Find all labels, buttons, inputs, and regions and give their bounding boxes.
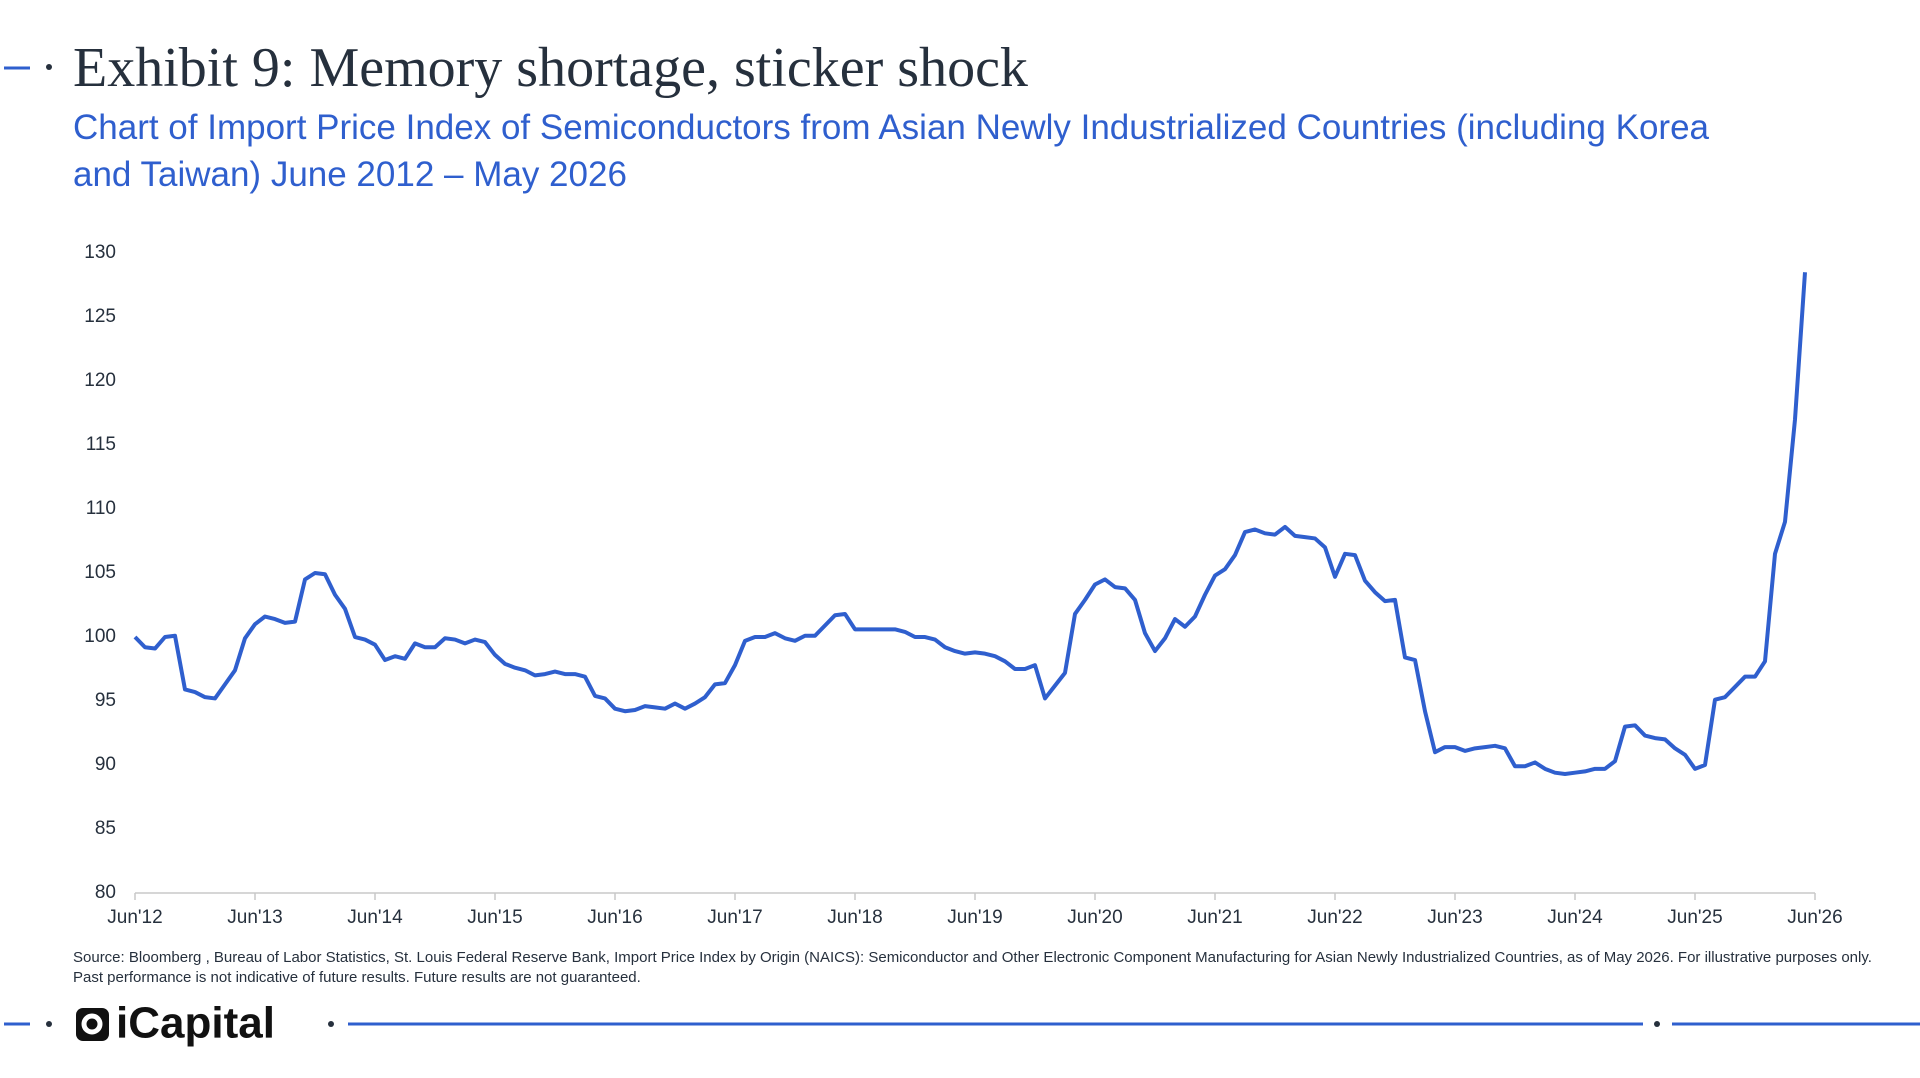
decor-dot — [46, 64, 52, 70]
x-tick-label: Jun'26 — [1787, 907, 1842, 928]
y-tick-label: 90 — [95, 754, 116, 775]
y-tick-label: 100 — [84, 626, 116, 647]
logo-icon — [76, 1008, 109, 1041]
logo: iCapital — [116, 999, 275, 1048]
y-tick-label: 80 — [95, 882, 116, 903]
y-tick-label: 85 — [95, 818, 116, 839]
x-tick-label: Jun'18 — [827, 907, 882, 928]
subtitle: Chart of Import Price Index of Semicondu… — [73, 108, 1710, 194]
x-tick-label: Jun'23 — [1427, 907, 1482, 928]
data-line — [133, 272, 1807, 776]
decor-dot — [46, 1021, 52, 1027]
y-tick-label: 115 — [86, 434, 116, 455]
decor-dot — [328, 1021, 334, 1027]
x-tick-label: Jun'15 — [467, 907, 522, 928]
y-tick-label: 105 — [84, 562, 116, 583]
x-tick-label: Jun'12 — [107, 907, 162, 928]
decor-dot — [1654, 1021, 1660, 1027]
title: Exhibit 9: Memory shortage, sticker shoc… — [73, 37, 1028, 99]
y-tick-label: 125 — [84, 306, 116, 327]
y-tick-label: 110 — [86, 498, 116, 519]
y-tick-label: 130 — [84, 242, 116, 263]
y-tick-label: 120 — [84, 370, 116, 391]
logo-icon-ring — [81, 1013, 103, 1035]
x-tick-label: Jun'20 — [1067, 907, 1122, 928]
x-tick-label: Jun'14 — [347, 907, 403, 928]
x-tick-label: Jun'13 — [227, 907, 282, 928]
x-tick-label: Jun'17 — [707, 907, 762, 928]
x-tick-label: Jun'19 — [947, 907, 1002, 928]
x-tick-label: Jun'25 — [1667, 907, 1722, 928]
x-tick-label: Jun'22 — [1307, 907, 1362, 928]
chart: 80 85 90 95 100 105 110 115 120 125 130 Jun'12 Jun'1… — [84, 242, 1842, 928]
source-note: Source: Bloomberg , Bureau of Labor Stat… — [73, 949, 1872, 986]
x-tick-label: Jun'24 — [1547, 907, 1603, 928]
y-tick-label: 95 — [95, 690, 116, 711]
x-tick-label: Jun'16 — [587, 907, 642, 928]
x-tick-label: Jun'21 — [1187, 907, 1242, 928]
